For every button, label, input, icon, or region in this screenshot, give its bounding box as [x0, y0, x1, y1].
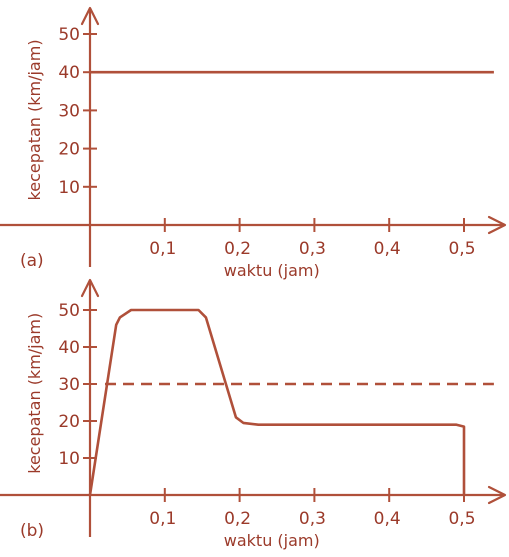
- y-tick-label-a: 40: [58, 63, 80, 83]
- panel-a: 0,1 0,2 0,3 0,4 0,5 10 20 30 40 50 waktu (jam) kece…: [0, 6, 507, 280]
- y-tick-label-a: 50: [58, 25, 80, 45]
- panel-label-b: (b): [20, 521, 44, 541]
- x-axis-title-a: waktu (jam): [224, 261, 320, 280]
- y-tick-label-a: 20: [58, 140, 80, 160]
- x-tick-label-a: 0,5: [448, 239, 475, 259]
- y-tick-label-b: 30: [58, 375, 80, 395]
- x-tick-label-b: 0,3: [299, 509, 326, 529]
- panel-label-a: (a): [20, 251, 44, 271]
- y-tick-label-a: 10: [58, 178, 80, 198]
- y-axis-title-b: kecepatan (km/jam): [25, 313, 44, 474]
- x-tick-label-b: 0,4: [374, 509, 401, 529]
- y-tick-label-b: 40: [58, 338, 80, 358]
- x-axis-title-b: waktu (jam): [224, 531, 320, 550]
- x-tick-label-a: 0,1: [149, 239, 176, 259]
- x-tick-label-a: 0,3: [299, 239, 326, 259]
- y-tick-label-b: 20: [58, 412, 80, 432]
- y-tick-label-a: 30: [58, 101, 80, 121]
- series-line-b: [88, 308, 466, 496]
- x-tick-label-a: 0,2: [224, 239, 251, 259]
- panel-b: 0,1 0,2 0,3 0,4 0,5 10 20 30 40 50 waktu (jam) kece…: [0, 278, 507, 550]
- y-tick-label-b: 10: [58, 449, 80, 469]
- x-tick-label-a: 0,4: [374, 239, 401, 259]
- y-axis-title-a: kecepatan (km/jam): [25, 39, 44, 200]
- x-tick-label-b: 0,1: [149, 509, 176, 529]
- y-tick-label-b: 50: [58, 301, 80, 321]
- x-tick-label-b: 0,2: [224, 509, 251, 529]
- x-tick-label-b: 0,5: [448, 509, 475, 529]
